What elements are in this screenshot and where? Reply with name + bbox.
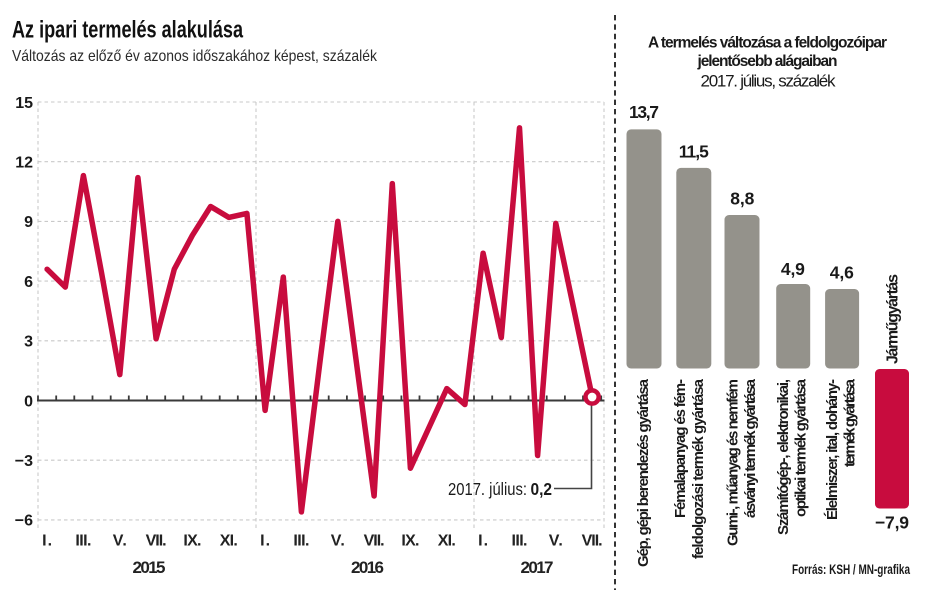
svg-text:III.: III. xyxy=(512,533,528,550)
svg-text:6: 6 xyxy=(24,274,33,291)
svg-text:A termelés változása a feldolg: A termelés változása a feldolgozóipar xyxy=(648,35,887,52)
svg-text:9: 9 xyxy=(24,214,33,231)
svg-text:I.: I. xyxy=(42,533,52,550)
svg-text:2017: 2017 xyxy=(521,558,554,577)
svg-text:V.: V. xyxy=(331,533,345,550)
svg-text:V.: V. xyxy=(113,533,127,550)
svg-text:0,2: 0,2 xyxy=(531,479,553,499)
svg-text:Változás az előző év azonos id: Változás az előző év azonos időszakához … xyxy=(12,48,378,65)
svg-text:3: 3 xyxy=(24,334,33,351)
svg-text:Forrás: KSH / MN-grafika: Forrás: KSH / MN-grafika xyxy=(792,561,910,577)
svg-text:Élelmiszer, ital, dohány-: Élelmiszer, ital, dohány- xyxy=(824,379,841,520)
svg-text:Fémalapanyag és fém-: Fémalapanyag és fém- xyxy=(672,379,689,518)
svg-text:2015: 2015 xyxy=(133,558,166,577)
svg-text:termék gyártása: termék gyártása xyxy=(842,378,859,467)
svg-text:VII.: VII. xyxy=(146,533,167,550)
svg-text:ásványi termék gyártása: ásványi termék gyártása xyxy=(742,378,759,518)
svg-text:0: 0 xyxy=(24,393,33,410)
svg-text:12: 12 xyxy=(15,155,33,172)
svg-text:VII.: VII. xyxy=(364,533,385,550)
svg-text:IX.: IX. xyxy=(183,533,201,550)
svg-text:V.: V. xyxy=(549,533,563,550)
svg-text:IX.: IX. xyxy=(401,533,419,550)
svg-text:Járműgyártás: Járműgyártás xyxy=(885,274,902,364)
svg-text:III.: III. xyxy=(75,533,91,550)
svg-text:optikai termék gyártása: optikai termék gyártása xyxy=(793,378,810,517)
svg-text:−6: −6 xyxy=(15,513,33,530)
svg-text:−3: −3 xyxy=(15,453,33,470)
svg-text:4,9: 4,9 xyxy=(781,259,805,279)
svg-text:2017. július:: 2017. július: xyxy=(448,479,527,499)
svg-text:2017. július, százalék: 2017. július, százalék xyxy=(701,72,837,91)
svg-text:4,6: 4,6 xyxy=(830,263,854,283)
svg-text:13,7: 13,7 xyxy=(629,102,659,122)
svg-text:Az ipari termelés alakulása: Az ipari termelés alakulása xyxy=(12,17,243,44)
svg-text:XI.: XI. xyxy=(438,533,456,550)
svg-text:III.: III. xyxy=(293,533,309,550)
svg-text:Gép, gépi berendezés gyártása: Gép, gépi berendezés gyártása xyxy=(635,378,652,567)
svg-text:−7,9: −7,9 xyxy=(875,513,909,533)
svg-text:VII.: VII. xyxy=(582,533,603,550)
svg-text:I.: I. xyxy=(260,533,270,550)
svg-text:XI.: XI. xyxy=(220,533,238,550)
svg-text:jelentősebb alágaiban: jelentősebb alágaiban xyxy=(697,53,838,70)
svg-text:feldolgozási termék gyártása: feldolgozási termék gyártása xyxy=(690,378,707,559)
svg-text:I.: I. xyxy=(478,533,488,550)
svg-text:Számítógép-, elektronikai,: Számítógép-, elektronikai, xyxy=(775,379,792,535)
svg-text:11,5: 11,5 xyxy=(679,141,709,161)
svg-text:8,8: 8,8 xyxy=(730,189,754,209)
svg-text:2016: 2016 xyxy=(351,558,384,577)
svg-text:Gumi-, műanyag és nemfém: Gumi-, műanyag és nemfém xyxy=(725,379,742,546)
svg-text:15: 15 xyxy=(15,95,33,112)
